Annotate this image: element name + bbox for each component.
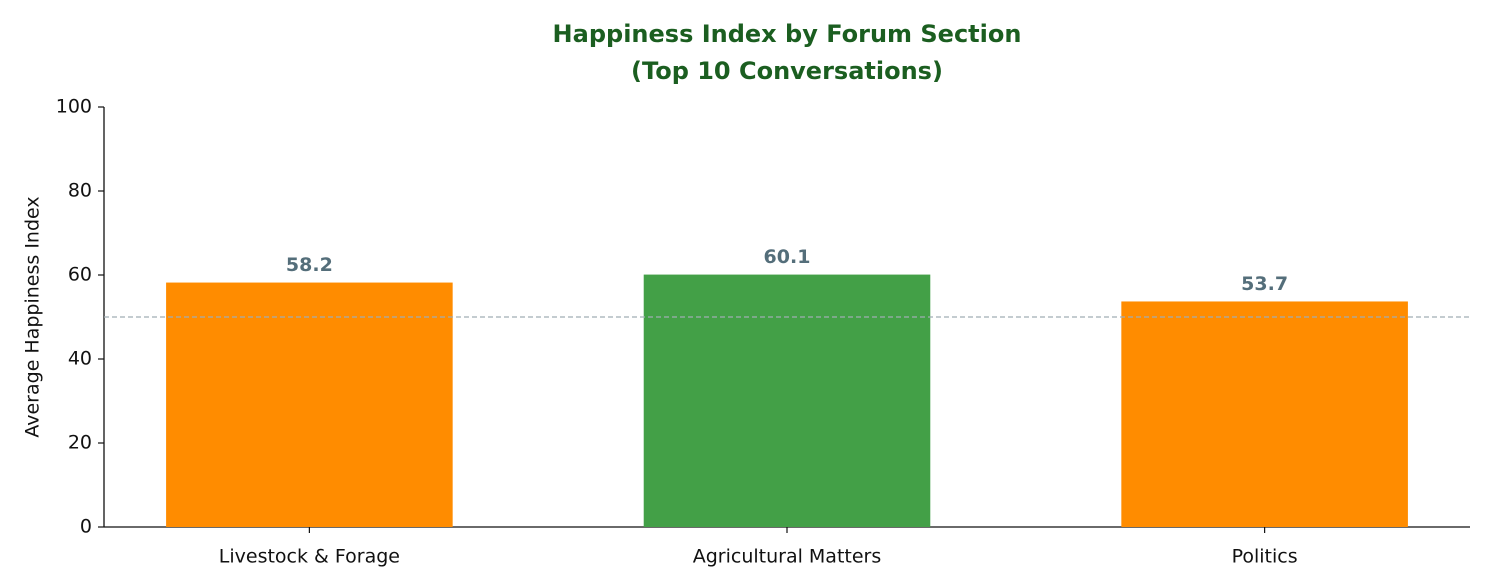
value-label: 53.7 <box>1241 273 1288 295</box>
y-tick-label: 80 <box>68 180 92 202</box>
chart-title: Happiness Index by Forum Section <box>553 20 1022 48</box>
bar <box>166 282 453 527</box>
bar <box>1121 301 1408 527</box>
y-tick-label: 20 <box>68 432 92 454</box>
y-tick-label: 40 <box>68 348 92 370</box>
y-tick-label: 60 <box>68 264 92 286</box>
y-axis-label: Average Happiness Index <box>22 196 44 437</box>
x-tick-label: Politics <box>1232 546 1298 568</box>
x-tick-label: Agricultural Matters <box>693 546 882 568</box>
x-tick-label: Livestock & Forage <box>219 546 400 568</box>
bar <box>643 274 931 527</box>
y-tick-label: 0 <box>80 516 92 538</box>
value-label: 60.1 <box>764 246 811 268</box>
chart-subtitle: (Top 10 Conversations) <box>631 57 943 85</box>
value-label: 58.2 <box>286 254 333 276</box>
y-tick-label: 100 <box>56 96 92 118</box>
